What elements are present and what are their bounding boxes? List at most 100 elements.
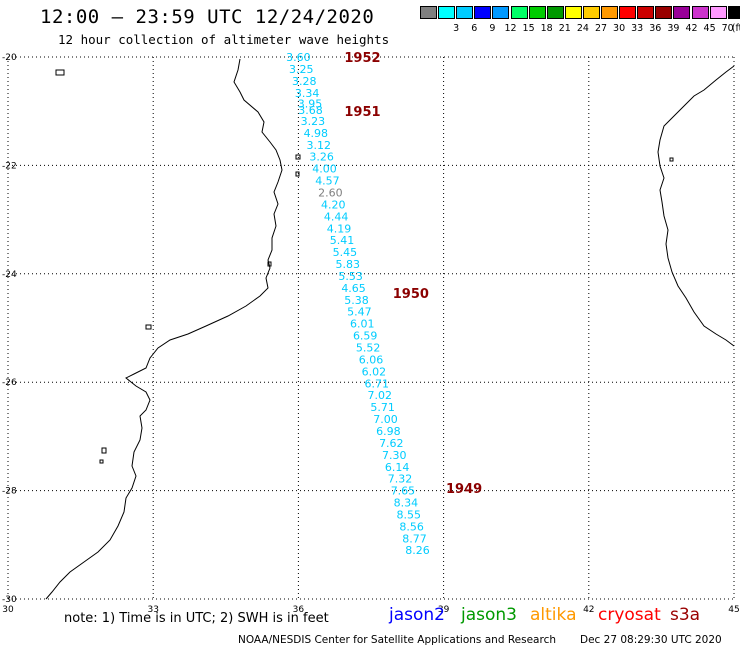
- legend-swatch: [709, 6, 727, 19]
- wave-height-label: 5.52: [356, 342, 381, 355]
- island-outline: [267, 261, 272, 267]
- island-outline: [295, 171, 300, 177]
- latitude-tick-label: -26: [2, 378, 17, 388]
- longitude-tick-label: 33: [147, 605, 158, 615]
- latitude-tick-label: -24: [2, 270, 17, 280]
- legend-label: 15: [522, 23, 535, 34]
- legend-swatch: [727, 6, 740, 19]
- island-outline: [101, 447, 107, 454]
- credit-line: NOAA/NESDIS Center for Satellite Applica…: [238, 634, 556, 646]
- wave-height-label: 6.02: [362, 365, 387, 378]
- latitude-tick-label: -28: [2, 487, 17, 497]
- wave-height-label: 3.28: [292, 75, 317, 88]
- wave-height-label: 6.01: [350, 318, 375, 331]
- island-outline: [99, 459, 104, 464]
- longitude-tick-label: 42: [583, 605, 594, 615]
- wave-height-label: 6.71: [365, 377, 390, 390]
- wave-height-label: 5.41: [330, 234, 355, 247]
- wave-height-label: 5.45: [333, 246, 358, 259]
- wave-height-label: 7.02: [367, 389, 392, 402]
- legend-label: 18: [540, 23, 553, 34]
- map-grid: [7, 56, 735, 600]
- legend-swatch: [474, 6, 492, 19]
- latitude-tick-label: -22: [2, 161, 17, 171]
- mozambique-coastline: [45, 58, 283, 600]
- legend-swatch: [673, 6, 691, 19]
- latitude-labels: -20 -22 -24 -26 -28 -30: [2, 53, 17, 605]
- wave-height-label: 7.00: [373, 413, 398, 426]
- wave-height-label: 2.60: [318, 187, 343, 200]
- map-subtitle: 12 hour collection of altimeter wave hei…: [58, 32, 390, 47]
- legend-swatch: [601, 6, 618, 19]
- wave-height-label: 6.14: [385, 461, 410, 474]
- legend-label: 27: [594, 23, 608, 34]
- longitude-tick-label: 36: [293, 605, 305, 615]
- wave-height-label: 5.53: [338, 270, 363, 283]
- longitude-labels: 30 33 36 39 42 45: [2, 605, 739, 615]
- satellite-name: cryosat: [598, 605, 661, 625]
- latitude-tick-label: -20: [2, 53, 17, 63]
- legend-swatch: [420, 6, 437, 19]
- wave-height-label: 5.38: [344, 294, 369, 307]
- legend-label: 21: [558, 23, 571, 34]
- legend-swatch: [456, 6, 474, 19]
- legend-swatch: [492, 6, 510, 19]
- wave-height-label: 4.98: [304, 127, 329, 140]
- wave-height-label: 3.26: [309, 151, 334, 164]
- wave-height-label: 4.00: [312, 163, 337, 176]
- wave-height-track: 3.603.253.283.343.953.683.234.983.123.26…: [286, 51, 430, 557]
- legend-swatch: [691, 6, 709, 19]
- wave-height-label: 6.59: [353, 330, 378, 343]
- legend-label: 24: [576, 23, 589, 34]
- longitude-tick-label: 45: [728, 605, 739, 615]
- madagascar-coastline: [657, 65, 735, 347]
- satellite-name: jason2: [389, 605, 445, 625]
- legend-swatch: [438, 6, 456, 19]
- legend-label: 45: [703, 23, 716, 34]
- island-outline: [145, 324, 152, 330]
- footnote: note: 1) Time is in UTC; 2) SWH is in fe…: [64, 611, 329, 626]
- satellite-name: jason3: [461, 605, 517, 625]
- pass-time-label: 1950: [393, 287, 429, 302]
- wave-height-label: 3.68: [298, 104, 323, 117]
- wave-height-label: 3.60: [286, 51, 311, 64]
- pass-time-label: 1952: [344, 51, 380, 66]
- legend-swatch: [510, 6, 528, 19]
- longitude-tick-label: 30: [2, 605, 14, 615]
- legend-label: 9: [489, 23, 496, 34]
- wave-height-label: 3.25: [289, 63, 314, 76]
- legend-label: 6: [471, 23, 478, 34]
- wave-height-label: 3.23: [301, 115, 326, 128]
- legend-label: 33: [631, 23, 644, 34]
- wave-height-label: 3.34: [295, 87, 320, 100]
- coastlines: [45, 58, 735, 600]
- wave-height-label: 7.62: [379, 437, 404, 450]
- latitude-tick-label: -30: [2, 595, 17, 605]
- longitude-tick-label: 39: [438, 605, 450, 615]
- island-outline: [295, 154, 301, 160]
- wave-height-label: 3.95: [298, 98, 323, 111]
- legend-label: 30: [613, 23, 626, 34]
- satellite-name: altika: [530, 605, 577, 625]
- generated-timestamp: Dec 27 08:29:30 UTC 2020: [580, 634, 722, 646]
- wave-height-label: 4.57: [315, 175, 340, 188]
- wave-height-label: 7.30: [382, 449, 407, 462]
- wave-height-label: 4.20: [321, 198, 346, 211]
- wave-height-label: 7.32: [388, 473, 413, 486]
- legend-swatch: [637, 6, 655, 19]
- legend-label: 42: [685, 23, 698, 34]
- wave-height-label: 8.55: [397, 508, 422, 521]
- wave-height-label: 5.83: [336, 258, 361, 271]
- wave-height-label: 7.65: [391, 485, 416, 498]
- wave-height-label: 6.98: [376, 425, 401, 438]
- wave-height-label: 4.44: [324, 210, 349, 223]
- time-labels: 1952 1951 1950 1949: [344, 51, 482, 497]
- legend-label: 39: [667, 23, 680, 34]
- wave-height-label: 8.26: [405, 544, 430, 557]
- wave-height-label: 5.71: [370, 401, 395, 414]
- wave-height-label: 4.65: [341, 282, 366, 295]
- island-outline: [669, 157, 674, 162]
- legend-label: 12: [504, 23, 517, 34]
- satellite-name: s3a: [670, 605, 701, 625]
